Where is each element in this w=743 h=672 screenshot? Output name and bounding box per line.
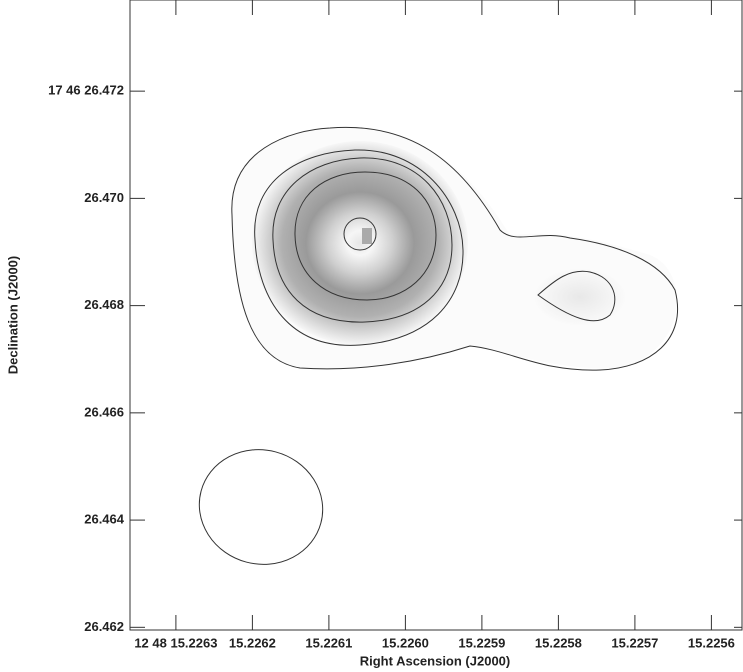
y-tick-label: 26.462 [84, 619, 124, 634]
y-tick-label: 26.466 [84, 404, 124, 419]
beam-ellipse [186, 436, 335, 578]
y-tick-label: 26.464 [84, 512, 125, 527]
x-axis-label: Right Ascension (J2000) [360, 653, 511, 668]
page: Declination (J2000) Right Ascension (J20… [0, 0, 743, 672]
x-tick-label: 15.2257 [611, 635, 658, 650]
y-tick-label: 26.470 [84, 190, 124, 205]
x-tick-label: 15.2260 [382, 635, 429, 650]
x-tick-label: 15.2259 [458, 635, 505, 650]
y-tick-label: 17 46 26.472 [48, 83, 124, 98]
x-tick-label: 12 48 15.2263 [134, 635, 217, 650]
x-tick-label: 15.2262 [229, 635, 276, 650]
chart: Declination (J2000) Right Ascension (J20… [0, 0, 743, 672]
y-axis-label: Declination (J2000) [5, 256, 20, 375]
x-tick-label: 15.2258 [535, 635, 582, 650]
y-tick-label: 26.468 [84, 297, 124, 312]
intensity-image [232, 128, 677, 369]
x-tick-label: 15.2261 [305, 635, 352, 650]
x-tick-label: 15.2256 [688, 635, 735, 650]
